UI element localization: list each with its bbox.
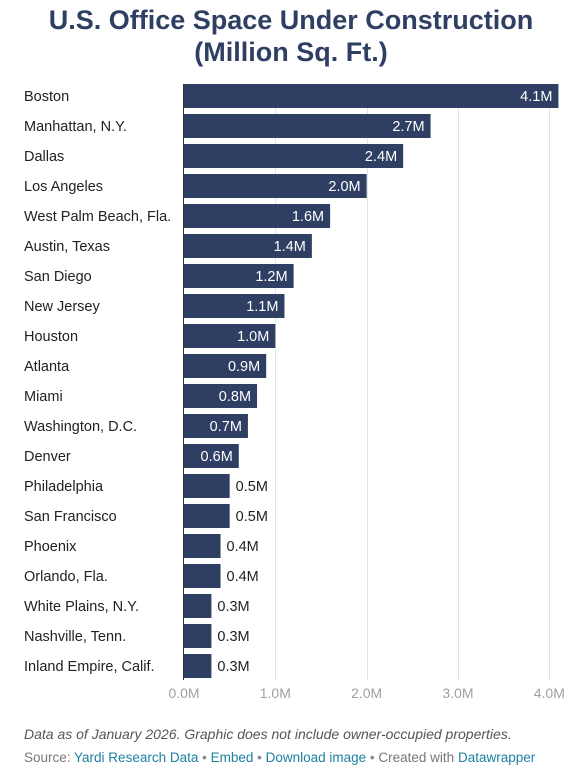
bar [184, 564, 221, 588]
bar [184, 294, 285, 318]
value-label: 0.3M [217, 629, 249, 645]
value-label: 1.4M [274, 239, 306, 255]
x-axis-ticks: 0.0M 1.0M 2.0M 3.0M 4.0M [168, 685, 564, 701]
bar [184, 474, 230, 498]
category-label: Dallas [24, 149, 64, 165]
x-tick-label: 2.0M [351, 685, 382, 701]
bar [184, 84, 559, 108]
bar-chart: Boston 4.1M Manhattan, N.Y. 2.7M Dallas 2.4M L… [24, 84, 565, 701]
category-label: Inland Empire, Calif. [24, 659, 155, 675]
category-label: Denver [24, 449, 71, 465]
x-tick-label: 0.0M [168, 685, 199, 701]
value-label: 0.3M [217, 599, 249, 615]
category-label: Houston [24, 329, 78, 345]
category-label: Miami [24, 389, 63, 405]
separator: • [198, 750, 211, 765]
footnote: Data as of January 2026. Graphic does no… [24, 726, 512, 742]
bar [184, 234, 312, 258]
value-label: 2.4M [365, 149, 397, 165]
value-label: 1.6M [292, 209, 324, 225]
source-prefix: Source: [24, 750, 75, 765]
created-with-label: Created with [378, 750, 458, 765]
value-label: 0.4M [227, 539, 259, 555]
value-label: 1.2M [255, 269, 287, 285]
bar [184, 114, 431, 138]
bar [184, 504, 230, 528]
bar [184, 174, 367, 198]
x-tick-label: 3.0M [442, 685, 473, 701]
category-label: Washington, D.C. [24, 419, 137, 435]
category-label: San Diego [24, 269, 92, 285]
category-label: Philadelphia [24, 479, 104, 495]
bar [184, 444, 239, 468]
chart-title-line-1: U.S. Office Space Under Construction [48, 5, 534, 35]
chart-title-line-2: (Million Sq. Ft.) [194, 37, 388, 67]
bar [184, 264, 294, 288]
value-label: 0.5M [236, 509, 268, 525]
value-label: 0.3M [217, 659, 249, 675]
bar [184, 534, 221, 558]
category-label: Manhattan, N.Y. [24, 119, 127, 135]
bars [184, 84, 559, 678]
embed-link[interactable]: Embed [210, 750, 254, 765]
value-label: 1.1M [246, 299, 278, 315]
source-link[interactable]: Yardi Research Data [74, 750, 199, 765]
bar [184, 144, 404, 168]
category-label: Phoenix [24, 539, 77, 555]
bar [184, 624, 212, 648]
value-label: 0.8M [219, 389, 251, 405]
value-label: 0.6M [201, 449, 233, 465]
category-label: San Francisco [24, 509, 117, 525]
category-label: Orlando, Fla. [24, 569, 108, 585]
download-image-link[interactable]: Download image [265, 750, 367, 765]
value-label: 1.0M [237, 329, 269, 345]
datawrapper-link[interactable]: Datawrapper [457, 750, 536, 765]
chart-title: U.S. Office Space Under Construction (Mi… [0, 4, 582, 68]
value-label: 2.7M [392, 119, 424, 135]
value-label: 0.7M [210, 419, 242, 435]
category-label: New Jersey [24, 299, 100, 315]
bar [184, 354, 267, 378]
value-label: 0.5M [236, 479, 268, 495]
category-label: Los Angeles [24, 179, 103, 195]
category-label: White Plains, N.Y. [24, 599, 139, 615]
category-label: West Palm Beach, Fla. [24, 209, 171, 225]
category-label: Austin, Texas [24, 239, 110, 255]
category-label: Atlanta [24, 359, 70, 375]
value-label: 0.9M [228, 359, 260, 375]
x-tick-label: 4.0M [534, 685, 565, 701]
bar [184, 204, 331, 228]
value-label: 0.4M [227, 569, 259, 585]
bar [184, 654, 212, 678]
category-label: Nashville, Tenn. [24, 629, 126, 645]
bar [184, 594, 212, 618]
value-label: 2.0M [328, 179, 360, 195]
category-label: Boston [24, 89, 69, 105]
separator: • [253, 750, 266, 765]
bar [184, 384, 258, 408]
category-labels: Boston 4.1M Manhattan, N.Y. 2.7M Dallas 2.4M L… [24, 89, 552, 675]
source-line: Source: Yardi Research Data • Embed • Do… [24, 750, 574, 765]
separator: • [366, 750, 379, 765]
gridlines [275, 84, 550, 680]
bar [184, 414, 248, 438]
value-label: 4.1M [520, 89, 552, 105]
bar [184, 324, 276, 348]
x-tick-label: 1.0M [260, 685, 291, 701]
